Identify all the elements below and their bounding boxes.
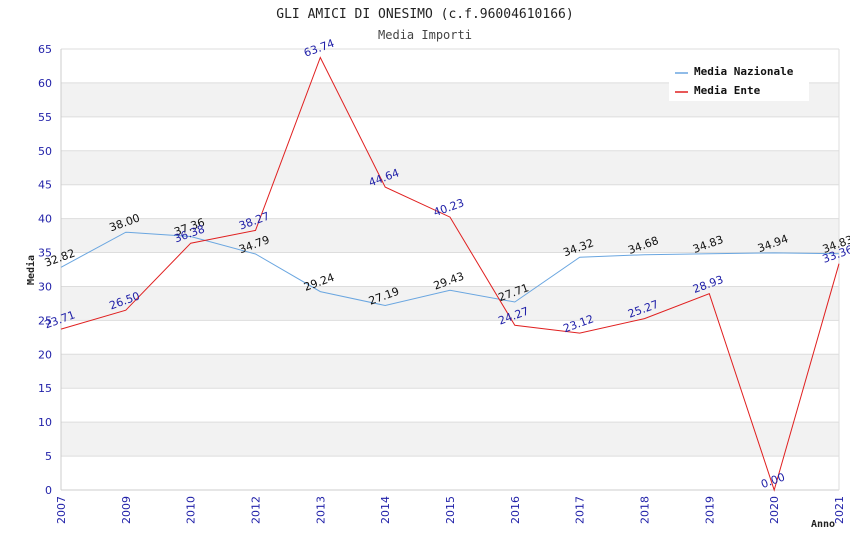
grid-band [61, 320, 839, 355]
axes [60, 49, 840, 491]
y-tick-label: 40 [38, 213, 52, 226]
x-tick-labels: 2007 2009 2010 2012 2013 2014 2015 2016 2017 2018… [55, 496, 846, 524]
x-tick-label: 2010 [185, 496, 198, 524]
y-tick-label: 0 [45, 484, 52, 497]
chart-title: GLI AMICI DI ONESIMO (c.f.96004610166) [276, 7, 573, 22]
grid-band [61, 354, 839, 389]
grid-band [61, 218, 839, 253]
y-tick-label: 10 [38, 416, 52, 429]
x-tick-label: 2016 [509, 496, 522, 524]
legend-box [669, 61, 809, 101]
x-tick-label: 2017 [574, 496, 587, 524]
grid-band [61, 286, 839, 321]
chart-subtitle: Media Importi [378, 28, 472, 42]
x-axis-label: Anno [811, 519, 835, 530]
y-tick-label: 25 [38, 314, 52, 327]
x-tick-label: 2009 [120, 496, 133, 524]
x-tick-label: 2013 [314, 496, 327, 524]
x-tick-label: 2012 [250, 496, 263, 524]
x-tick-label: 2018 [639, 496, 652, 524]
y-tick-label: 55 [38, 111, 52, 124]
grid-band [61, 456, 839, 490]
series-lines [60, 56, 840, 492]
grid-band [61, 116, 839, 151]
y-tick-label: 65 [38, 43, 52, 56]
grid-band [61, 184, 839, 219]
y-tick-label: 35 [38, 247, 52, 260]
y-tick-label: 45 [38, 179, 52, 192]
y-tick-labels: 0 5 10 15 20 25 30 35 40 45 50 55 60 65 [38, 43, 52, 497]
series-line [60, 56, 840, 492]
y-tick-label: 50 [38, 145, 52, 158]
y-tick-label: 15 [38, 382, 52, 395]
grid-band [61, 150, 839, 185]
x-tick-label: 2015 [444, 496, 457, 524]
y-axis-label: Media [25, 255, 37, 285]
grid-band [61, 252, 839, 287]
legend: Media Nazionale Media Ente [669, 61, 809, 101]
x-tick-label: 2020 [768, 496, 781, 524]
legend-label-media-nazionale: Media Nazionale [694, 65, 794, 78]
x-tick-label: 2014 [379, 496, 392, 524]
grid-bands [61, 48, 839, 491]
grid-band [61, 422, 839, 457]
y-tick-label: 5 [45, 450, 52, 463]
y-tick-label: 60 [38, 77, 52, 90]
x-tick-label: 2021 [833, 496, 846, 524]
series-line [60, 231, 840, 307]
grid-band [61, 388, 839, 423]
legend-label-media-ente: Media Ente [694, 84, 761, 97]
x-tick-label: 2019 [703, 496, 716, 524]
y-tick-label: 20 [38, 348, 52, 361]
y-tick-label: 30 [38, 280, 52, 293]
x-tick-label: 2007 [55, 496, 68, 524]
